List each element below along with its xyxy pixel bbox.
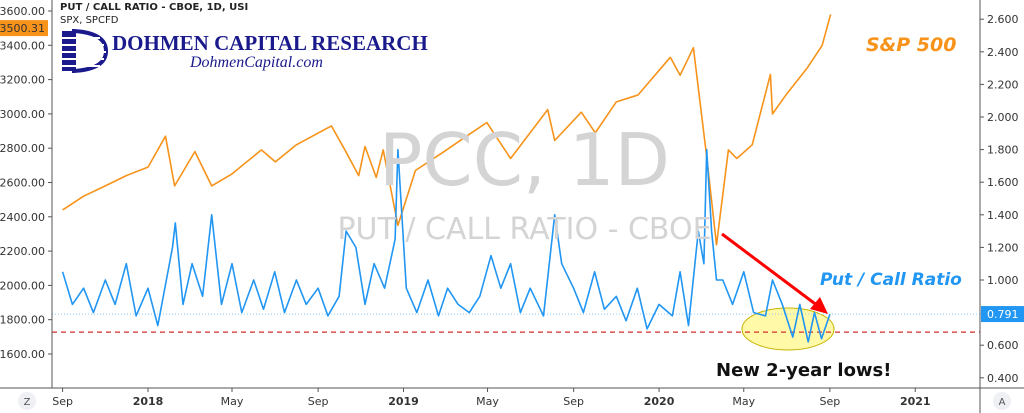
right-tick-label: 1.200 <box>987 241 1019 254</box>
left-tick-label: 2000.00 <box>0 279 45 292</box>
chart-subtitle: SPX, SPCFD <box>60 15 119 26</box>
pcc-last-value: 0.791 <box>987 308 1019 321</box>
lows-highlight <box>741 307 835 351</box>
logo-icon <box>62 29 109 73</box>
logo-name: DOHMEN CAPITAL RESEARCH <box>112 31 428 55</box>
left-tick-label: 2200.00 <box>0 245 45 258</box>
right-tick-label: 1.800 <box>987 144 1019 157</box>
right-scale-label: A <box>999 397 1006 408</box>
x-tick-label: 2020 <box>644 395 675 408</box>
right-tick-label: 0.600 <box>987 339 1019 352</box>
left-tick-label: 1800.00 <box>0 314 45 327</box>
left-tick-label: 2400.00 <box>0 211 45 224</box>
right-tick-label: 1.600 <box>987 176 1019 189</box>
spx-annotation: S&P 500 <box>866 34 957 56</box>
x-tick-label: May <box>476 395 499 408</box>
right-tick-label: 0.400 <box>987 372 1019 385</box>
spx-last-value: 3500.31 <box>0 22 45 35</box>
left-tick-label: 3400.00 <box>0 39 45 52</box>
pcc-annotation: Put / Call Ratio <box>820 270 962 290</box>
right-tick-label: 2.600 <box>987 13 1019 26</box>
logo-url[interactable]: DohmenCapital.com <box>190 54 323 71</box>
lows-annotation: New 2-year lows! <box>716 360 892 381</box>
trend-arrow <box>721 232 828 314</box>
left-tick-label: 2600.00 <box>0 177 45 190</box>
right-tick-label: 1.000 <box>987 274 1019 287</box>
x-tick-label: May <box>221 395 244 408</box>
spx-last-value-badge <box>0 20 48 37</box>
right-tick-label: 2.200 <box>987 78 1019 91</box>
x-tick-label: Sep <box>819 395 840 408</box>
chart-title: PUT / CALL RATIO - CBOE, 1D, USI <box>60 2 249 13</box>
right-tick-label: 2.400 <box>987 46 1019 59</box>
x-tick-label: Sep <box>52 395 73 408</box>
left-tick-label: 3200.00 <box>0 74 45 87</box>
watermark-name: PUT / CALL RATIO - CBOE <box>337 212 712 247</box>
x-tick-label: Sep <box>563 395 584 408</box>
pcc-line <box>61 148 831 343</box>
left-tick-label: 3600.00 <box>0 5 45 18</box>
left-tick-label: 1600.00 <box>0 348 45 361</box>
left-tick-label: 3000.00 <box>0 108 45 121</box>
x-tick-label: May <box>732 395 755 408</box>
left-scale-label: Z <box>24 397 31 408</box>
spx-line <box>62 14 832 246</box>
x-tick-label: Sep <box>308 395 329 408</box>
left-tick-label: 2800.00 <box>0 142 45 155</box>
right-tick-label: 2.000 <box>987 111 1019 124</box>
watermark-symbol: PCC, 1D <box>379 118 670 202</box>
right-tick-label: 1.400 <box>987 209 1019 222</box>
right-scale-button[interactable]: A <box>993 392 1011 410</box>
x-tick-label: 2021 <box>900 395 931 408</box>
x-tick-label: 2019 <box>388 395 419 408</box>
left-scale-button[interactable]: Z <box>18 392 36 410</box>
x-tick-label: 2018 <box>133 395 164 408</box>
pcc-last-value-badge <box>981 306 1024 323</box>
